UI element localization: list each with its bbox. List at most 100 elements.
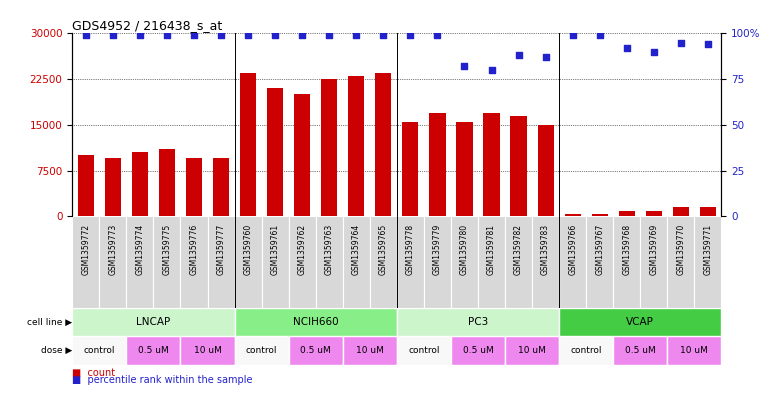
Text: GSM1359778: GSM1359778	[406, 224, 415, 275]
Bar	[267, 88, 283, 216]
Bar	[180, 336, 234, 365]
Bar	[511, 116, 527, 216]
Bar	[532, 216, 559, 308]
Bar	[294, 94, 310, 216]
Text: GSM1359775: GSM1359775	[162, 224, 171, 275]
Bar	[429, 113, 445, 216]
Bar	[667, 216, 694, 308]
Bar	[234, 336, 288, 365]
Text: dose ▶: dose ▶	[41, 346, 72, 355]
Point	[323, 32, 336, 39]
Point	[269, 32, 282, 39]
Bar	[78, 155, 94, 216]
Text: GSM1359772: GSM1359772	[81, 224, 91, 275]
Bar	[397, 336, 451, 365]
Bar	[619, 211, 635, 216]
Bar	[403, 122, 419, 216]
Bar	[208, 216, 234, 308]
Text: 0.5 uM: 0.5 uM	[301, 346, 331, 355]
Text: GSM1359766: GSM1359766	[568, 224, 577, 275]
Bar	[505, 216, 532, 308]
Bar	[694, 216, 721, 308]
Bar	[180, 216, 208, 308]
Bar	[288, 336, 342, 365]
Bar	[72, 216, 100, 308]
Point	[215, 32, 227, 39]
Bar	[288, 216, 316, 308]
Text: GDS4952 / 216438_s_at: GDS4952 / 216438_s_at	[72, 19, 222, 32]
Bar	[559, 308, 721, 336]
Point	[458, 63, 470, 70]
Text: GSM1359768: GSM1359768	[622, 224, 632, 275]
Bar	[154, 216, 180, 308]
Bar	[126, 216, 154, 308]
Bar	[132, 152, 148, 216]
Point	[512, 52, 524, 59]
Point	[567, 32, 579, 39]
Text: GSM1359776: GSM1359776	[189, 224, 199, 275]
Text: GSM1359762: GSM1359762	[298, 224, 307, 275]
Bar	[370, 216, 397, 308]
Text: GSM1359770: GSM1359770	[677, 224, 686, 275]
Text: 10 uM: 10 uM	[518, 346, 546, 355]
Text: control: control	[84, 346, 115, 355]
Bar	[700, 207, 716, 216]
Point	[377, 32, 390, 39]
Bar	[100, 216, 126, 308]
Bar	[586, 216, 613, 308]
Bar	[234, 308, 397, 336]
Text: GSM1359777: GSM1359777	[217, 224, 225, 275]
Bar	[72, 308, 234, 336]
Bar	[613, 216, 640, 308]
Bar	[397, 216, 424, 308]
Point	[107, 32, 119, 39]
Text: control: control	[408, 346, 440, 355]
Bar	[565, 214, 581, 216]
Bar	[105, 158, 121, 216]
Bar	[559, 216, 586, 308]
Point	[350, 32, 362, 39]
Bar	[505, 336, 559, 365]
Text: GSM1359771: GSM1359771	[703, 224, 712, 275]
Text: ■  count: ■ count	[72, 368, 116, 378]
Bar	[321, 79, 337, 216]
Text: GSM1359765: GSM1359765	[379, 224, 388, 275]
Bar	[537, 125, 554, 216]
Bar	[397, 308, 559, 336]
Text: GSM1359782: GSM1359782	[514, 224, 523, 275]
Bar	[316, 216, 342, 308]
Point	[540, 54, 552, 61]
Point	[80, 32, 92, 39]
Text: 10 uM: 10 uM	[193, 346, 221, 355]
Bar	[159, 149, 175, 216]
Point	[242, 32, 254, 39]
Bar	[640, 216, 667, 308]
Point	[188, 32, 200, 39]
Bar	[667, 336, 721, 365]
Text: PC3: PC3	[468, 317, 488, 327]
Bar	[186, 158, 202, 216]
Text: GSM1359773: GSM1359773	[108, 224, 117, 275]
Point	[621, 45, 633, 51]
Bar	[457, 122, 473, 216]
Point	[161, 32, 173, 39]
Bar	[72, 336, 126, 365]
Bar	[234, 216, 262, 308]
Bar	[483, 113, 500, 216]
Bar	[451, 336, 505, 365]
Text: GSM1359767: GSM1359767	[595, 224, 604, 275]
Text: 0.5 uM: 0.5 uM	[463, 346, 493, 355]
Text: control: control	[246, 346, 277, 355]
Text: ■  percentile rank within the sample: ■ percentile rank within the sample	[72, 375, 253, 386]
Point	[134, 32, 146, 39]
Text: GSM1359780: GSM1359780	[460, 224, 469, 275]
Point	[675, 39, 687, 46]
Text: GSM1359761: GSM1359761	[271, 224, 279, 275]
Bar	[349, 76, 365, 216]
Text: GSM1359760: GSM1359760	[244, 224, 253, 275]
Text: cell line ▶: cell line ▶	[27, 318, 72, 327]
Bar	[424, 216, 451, 308]
Bar	[240, 73, 256, 216]
Text: VCAP: VCAP	[626, 317, 654, 327]
Bar	[673, 207, 689, 216]
